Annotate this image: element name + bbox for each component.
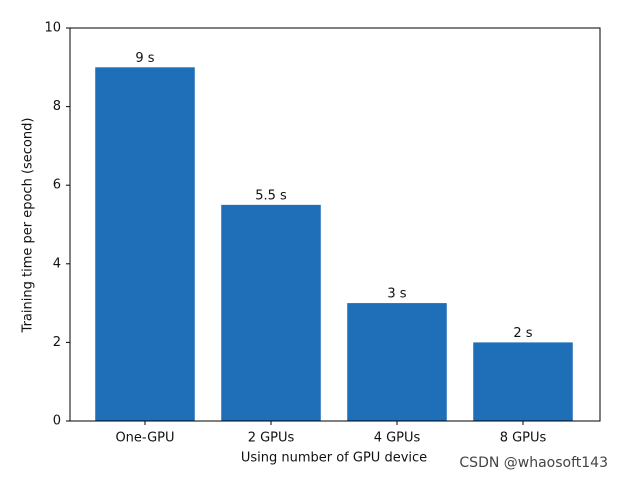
bar xyxy=(347,303,447,421)
x-tick-label: One-GPU xyxy=(115,431,174,446)
x-tick-label: 4 GPUs xyxy=(374,431,421,446)
value-label: 3 s xyxy=(387,287,406,302)
y-tick-label: 4 xyxy=(53,256,61,271)
x-axis-label: Using number of GPU device xyxy=(241,451,427,466)
y-tick-label: 0 xyxy=(53,414,61,429)
bar xyxy=(95,67,195,422)
y-axis-label: Training time per epoch (second) xyxy=(21,118,36,334)
value-label: 9 s xyxy=(135,51,154,66)
watermark: CSDN @whaosoft143 xyxy=(459,455,608,471)
x-tick-label: 2 GPUs xyxy=(248,431,295,446)
y-tick-label: 10 xyxy=(44,21,61,36)
bar xyxy=(221,204,321,421)
y-tick-label: 8 xyxy=(53,99,61,114)
y-tick-label: 6 xyxy=(53,178,61,193)
value-label: 2 s xyxy=(513,326,532,341)
value-label: 5.5 s xyxy=(255,188,287,203)
plot-frame xyxy=(69,27,601,422)
y-tick-label: 2 xyxy=(53,335,61,350)
x-tick-label: 8 GPUs xyxy=(500,431,547,446)
bar xyxy=(473,342,573,421)
